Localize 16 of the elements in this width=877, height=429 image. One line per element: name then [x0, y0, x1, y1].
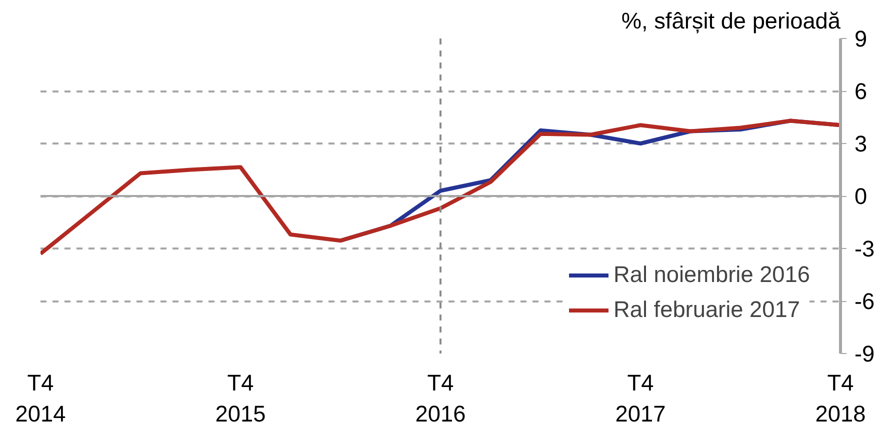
- y-tick-label: -9: [854, 340, 875, 366]
- x-tick-label: T4 2017: [615, 370, 666, 427]
- y-tick-label: -3: [854, 236, 875, 262]
- y-tick-label: 0: [854, 183, 868, 209]
- y-tick-label: 3: [854, 130, 868, 156]
- y-axis-title: %, sfârșit de perioadă: [621, 8, 841, 34]
- line-series: [40, 118, 840, 256]
- y-tick-label: 6: [854, 78, 868, 104]
- legend-label: Ral februarie 2017: [614, 296, 800, 323]
- x-tick-label: T4 2016: [415, 370, 466, 427]
- y-tick-label: 9: [854, 26, 868, 52]
- x-tick-label: T4 2015: [215, 370, 266, 427]
- legend-label: Ral noiembrie 2016: [614, 261, 810, 288]
- x-tick-label: T4 2018: [815, 370, 866, 427]
- x-tick-label: T4 2014: [15, 370, 66, 427]
- y-tick-label: -6: [854, 288, 875, 314]
